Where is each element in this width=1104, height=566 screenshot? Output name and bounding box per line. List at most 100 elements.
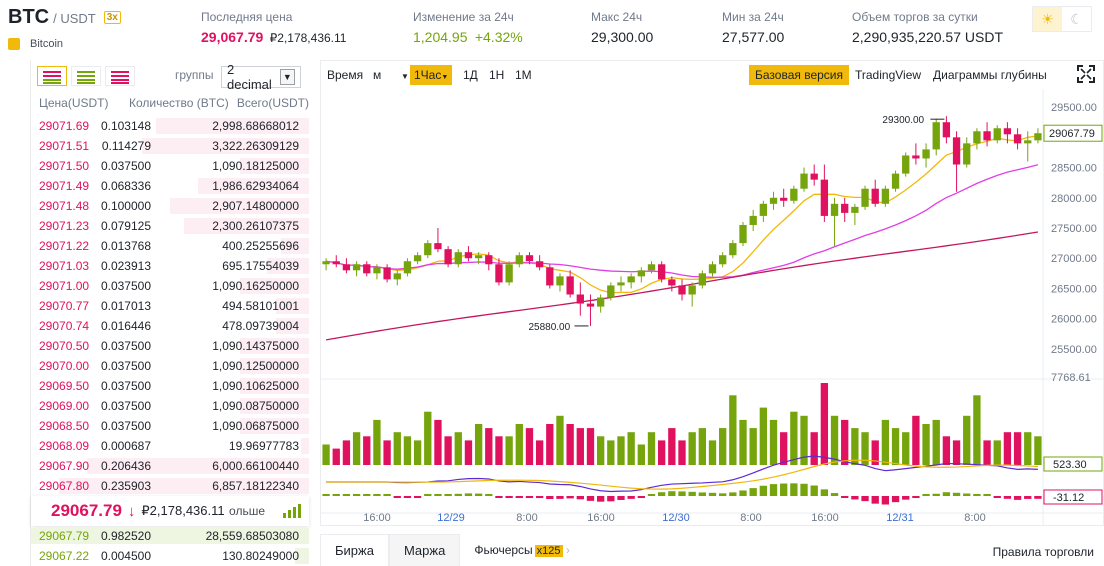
row-total: 1,090.06875000 xyxy=(212,419,299,433)
book-asks-view-icon[interactable] xyxy=(105,66,135,86)
depth-bar xyxy=(267,258,309,274)
order-book-row[interactable]: 29071.50 0.037500 1,090.18125000 xyxy=(31,156,309,176)
macd-histogram-bar xyxy=(891,496,900,503)
order-book-row[interactable]: 29071.23 0.079125 2,300.26107375 xyxy=(31,216,309,236)
quote-asset: / USDT xyxy=(53,11,96,26)
volume-bar xyxy=(790,411,798,465)
group-select[interactable]: 2 decimal ▼ xyxy=(221,62,301,92)
row-price: 29071.22 xyxy=(39,239,90,253)
candle-body xyxy=(647,264,656,271)
order-book-row[interactable]: 29070.77 0.017013 494.58101001 xyxy=(31,296,309,316)
depth-bar xyxy=(239,418,309,434)
moon-icon[interactable]: ☾ xyxy=(1070,10,1083,27)
candle-body xyxy=(678,285,686,295)
volume-bar xyxy=(607,440,615,465)
tab-margin[interactable]: Маржа xyxy=(388,534,461,566)
tab-basic-view[interactable]: Базовая версия xyxy=(749,65,849,85)
interval-1h[interactable]: 1Час▼ xyxy=(410,65,453,85)
candle-body xyxy=(434,243,442,250)
order-book-row[interactable]: 29067.90 0.206436 6,000.66100440 xyxy=(31,456,309,476)
order-book-row[interactable]: 29070.00 0.037500 1,090.12500000 xyxy=(31,356,309,376)
sun-icon[interactable]: ☀ xyxy=(1033,7,1062,31)
candle-body xyxy=(698,273,706,286)
depth-bar xyxy=(170,198,309,214)
coin-name[interactable]: Bitcoin xyxy=(30,38,64,50)
order-book-row[interactable]: 29067.79 0.982520 28,559.68503080 xyxy=(31,526,309,546)
base-asset: BTC xyxy=(8,6,50,28)
book-both-view-icon[interactable] xyxy=(37,66,67,86)
row-amount: 0.017013 xyxy=(100,299,151,313)
macd-histogram-bar xyxy=(820,489,829,496)
stat-value: 1,204.95 xyxy=(413,29,468,45)
order-book-row[interactable]: 29071.03 0.023913 695.17554039 xyxy=(31,256,309,276)
volume-bar xyxy=(769,419,778,465)
macd-histogram-bar xyxy=(881,496,890,505)
order-book-row[interactable]: 29071.48 0.100000 2,907.14800000 xyxy=(31,196,309,216)
volume-bar xyxy=(698,428,706,465)
macd-histogram-bar xyxy=(332,494,340,496)
order-book-row[interactable]: 29071.22 0.013768 400.25255696 xyxy=(31,236,309,256)
order-book-row[interactable]: 29068.50 0.037500 1,090.06875000 xyxy=(31,416,309,436)
order-book-row[interactable]: 29067.22 0.004500 130.80249000 xyxy=(31,546,309,566)
more-link[interactable]: ольше xyxy=(229,504,265,518)
order-book-row[interactable]: 29069.50 0.037500 1,090.10625000 xyxy=(31,376,309,396)
volume-bar xyxy=(444,436,452,465)
candle-body xyxy=(637,270,645,277)
macd-histogram-bar xyxy=(444,494,452,496)
depth-bar xyxy=(239,398,309,414)
theme-toggle[interactable]: ☀ ☾ xyxy=(1032,6,1092,32)
trading-pair[interactable]: BTC / USDT 3x xyxy=(8,6,121,29)
order-book-row[interactable]: 29069.00 0.037500 1,090.08750000 xyxy=(31,396,309,416)
depth-bar xyxy=(275,298,309,314)
candle-body xyxy=(688,285,696,295)
volume-bar xyxy=(363,436,371,465)
volume-bar xyxy=(342,440,351,465)
stat-label: Последняя цена xyxy=(201,10,293,24)
tab-futures[interactable]: Фьючерсы x125 › xyxy=(474,543,570,557)
candle-body xyxy=(820,179,829,216)
volume-bar xyxy=(830,415,839,465)
stat-volume-24h: Объем торгов за сутки 2,290,935,220.57 U… xyxy=(852,10,1003,45)
candle-body xyxy=(871,188,879,204)
tab-spot[interactable]: Биржа xyxy=(320,534,389,566)
row-amount: 0.206436 xyxy=(100,459,151,473)
stat-label: Изменение за 24ч xyxy=(413,10,514,24)
macd-histogram-bar xyxy=(342,494,351,496)
order-book-row[interactable]: 29068.09 0.000687 19.96977783 xyxy=(31,436,309,456)
interval-1w[interactable]: 1Н xyxy=(489,68,505,82)
order-book-row[interactable]: 29071.69 0.103148 2,998.68668012 xyxy=(31,116,309,136)
order-book-row[interactable]: 29070.50 0.037500 1,090.14375000 xyxy=(31,336,309,356)
macd-histogram-bar xyxy=(851,496,859,500)
interval-1d[interactable]: 1Д xyxy=(463,68,478,82)
candle-body xyxy=(332,261,340,265)
price-chart[interactable]: 29500.0029000.0028500.0028000.0027500.00… xyxy=(321,89,1103,525)
depth-bar xyxy=(58,478,309,494)
order-book-row[interactable]: 29067.80 0.235903 6,857.18122340 xyxy=(31,476,309,496)
macd-histogram-bar xyxy=(515,496,523,498)
stat-value: 2,290,935,220.57 USDT xyxy=(852,29,1003,45)
macd-histogram-bar xyxy=(830,493,839,496)
order-book-row[interactable]: 29071.49 0.068336 1,986.62934064 xyxy=(31,176,309,196)
row-amount: 0.037500 xyxy=(100,159,151,173)
tab-depth-chart[interactable]: Диаграммы глубины xyxy=(933,68,1047,82)
tab-tradingview[interactable]: TradingView xyxy=(855,68,922,82)
macd-histogram-bar xyxy=(993,496,1001,498)
candle-body xyxy=(749,215,757,225)
trading-rules-link[interactable]: Правила торговли xyxy=(992,545,1094,559)
order-book-row[interactable]: 29071.51 0.114279 3,322.26309129 xyxy=(31,136,309,156)
chevron-down-icon[interactable]: ▼ xyxy=(279,69,295,85)
volume-bar xyxy=(485,428,493,465)
candle-body xyxy=(1024,140,1032,144)
book-bids-view-icon[interactable] xyxy=(71,66,101,86)
minute-interval-select[interactable]: м xyxy=(373,68,382,82)
macd-histogram-bar xyxy=(708,492,717,496)
fullscreen-icon[interactable] xyxy=(1077,65,1095,83)
order-book-row[interactable]: 29070.74 0.016446 478.09739004 xyxy=(31,316,309,336)
last-price-bar[interactable]: 29067.79 ↓ ₽2,178,436.11 ольше xyxy=(31,496,309,526)
order-book-row[interactable]: 29071.00 0.037500 1,090.16250000 xyxy=(31,276,309,296)
interval-1mo[interactable]: 1М xyxy=(515,68,532,82)
macd-histogram-bar xyxy=(983,494,991,496)
candle-body xyxy=(719,255,727,265)
leverage-badge[interactable]: 3x xyxy=(103,11,121,24)
minute-dropdown-icon[interactable]: ▼ xyxy=(401,72,409,81)
